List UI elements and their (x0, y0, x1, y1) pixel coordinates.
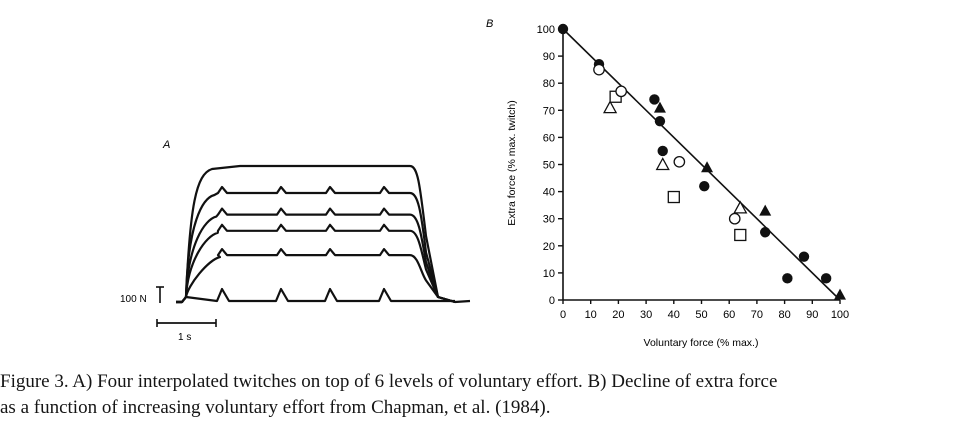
x-tick-label: 10 (585, 309, 597, 321)
y-tick-label: 100 (537, 24, 555, 36)
panel-a: A 100 N 1 s (120, 139, 470, 343)
y-tick-label: 0 (549, 295, 555, 307)
y-tick-label: 50 (543, 160, 555, 172)
data-point-filled-circle (821, 273, 831, 283)
data-point-filled-triangle (759, 205, 771, 216)
x-tick-label: 90 (806, 309, 818, 321)
panel-b: B 0 10 20 30 40 50 60 70 80 90 100 0 10 20 30 40 50 60 70… (486, 18, 849, 349)
x-tick-label: 60 (723, 309, 735, 321)
data-point-filled-circle (799, 251, 809, 261)
x-axis-label: Voluntary force (% max.) (644, 337, 759, 349)
data-markers (558, 24, 846, 300)
y-tick-label: 60 (543, 132, 555, 144)
caption-line-2: as a function of increasing voluntary ef… (0, 395, 975, 421)
data-point-open-circle (616, 86, 626, 96)
force-scale-label: 100 N (120, 294, 147, 305)
x-tick-label: 70 (751, 309, 763, 321)
force-trace (176, 249, 455, 302)
panel-a-label: A (162, 139, 170, 151)
panel-b-label: B (486, 18, 493, 30)
x-tick-label: 100 (831, 309, 849, 321)
x-tick-label: 20 (612, 309, 624, 321)
data-point-filled-triangle (834, 289, 846, 300)
y-tick-label: 10 (543, 268, 555, 280)
x-ticks: 0 10 20 30 40 50 60 70 80 90 100 (560, 300, 849, 321)
data-point-filled-circle (649, 94, 659, 104)
y-tick-label: 30 (543, 214, 555, 226)
data-point-open-circle (594, 64, 604, 74)
force-traces (176, 166, 470, 302)
data-point-open-circle (674, 157, 684, 167)
data-point-open-triangle (657, 159, 669, 170)
data-point-open-square (735, 229, 746, 240)
force-trace (176, 225, 455, 302)
data-point-filled-circle (699, 181, 709, 191)
force-trace (176, 289, 455, 302)
y-tick-label: 70 (543, 105, 555, 117)
data-point-filled-circle (655, 116, 665, 126)
y-axis-label: Extra force (% max. twitch) (506, 100, 518, 225)
data-point-filled-circle (760, 227, 770, 237)
figure-caption: Figure 3. A) Four interpolated twitches … (0, 369, 975, 421)
y-tick-label: 20 (543, 241, 555, 253)
x-tick-label: 30 (640, 309, 652, 321)
time-scale-label: 1 s (178, 332, 191, 343)
x-tick-label: 50 (695, 309, 707, 321)
force-trace (176, 187, 455, 302)
x-tick-label: 0 (560, 309, 566, 321)
data-point-open-triangle (604, 102, 616, 113)
data-point-filled-circle (782, 273, 792, 283)
data-point-open-square (668, 192, 679, 203)
data-point-filled-circle (558, 24, 568, 34)
figure-canvas: A 100 N 1 s B 0 10 20 30 40 50 60 70 80 90 100 0 10… (0, 0, 980, 370)
y-tick-label: 90 (543, 51, 555, 63)
y-tick-label: 40 (543, 187, 555, 199)
caption-line-1: Figure 3. A) Four interpolated twitches … (0, 369, 975, 395)
y-ticks: 0 10 20 30 40 50 60 70 80 90 100 (537, 24, 563, 307)
data-point-open-circle (730, 214, 740, 224)
x-tick-label: 40 (668, 309, 680, 321)
x-tick-label: 80 (778, 309, 790, 321)
y-tick-label: 80 (543, 78, 555, 90)
data-point-filled-circle (658, 146, 668, 156)
